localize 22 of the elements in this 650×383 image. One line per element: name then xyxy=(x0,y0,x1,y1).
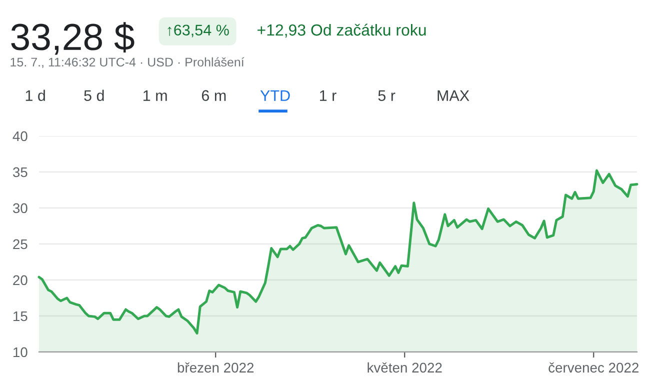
y-tick-label: 25 xyxy=(13,239,28,250)
x-tick-label: květen 2022 xyxy=(368,362,442,373)
text: 5 r xyxy=(378,90,396,101)
chart-subtitle: 15. 7., 11:46:32 UTC-4 · USD · Prohlášení xyxy=(10,57,244,68)
y-tick-label: 15 xyxy=(14,311,28,322)
text: 1 d xyxy=(26,90,45,101)
y-tick-label: 40 xyxy=(12,131,28,142)
y-tick-label: 30 xyxy=(12,203,28,214)
text: ↑63,54 % xyxy=(168,24,229,38)
y-tick-label: 20 xyxy=(13,275,28,286)
text: +12,93 Od začátku roku xyxy=(258,24,426,38)
x-tick-label: červenec 2022 xyxy=(548,362,638,373)
x-tick-label: březen 2022 xyxy=(178,362,254,373)
text: 1 r xyxy=(320,90,336,101)
text: 5 d xyxy=(84,90,104,101)
text: 6 m xyxy=(202,90,226,101)
y-tick-label: 35 xyxy=(12,167,28,178)
text: MAX xyxy=(438,90,470,101)
chart-title: 33,28 $ xyxy=(11,22,134,55)
text: YTD xyxy=(260,90,290,101)
text: 1 m xyxy=(144,90,167,101)
y-tick-label: 10 xyxy=(14,347,28,358)
